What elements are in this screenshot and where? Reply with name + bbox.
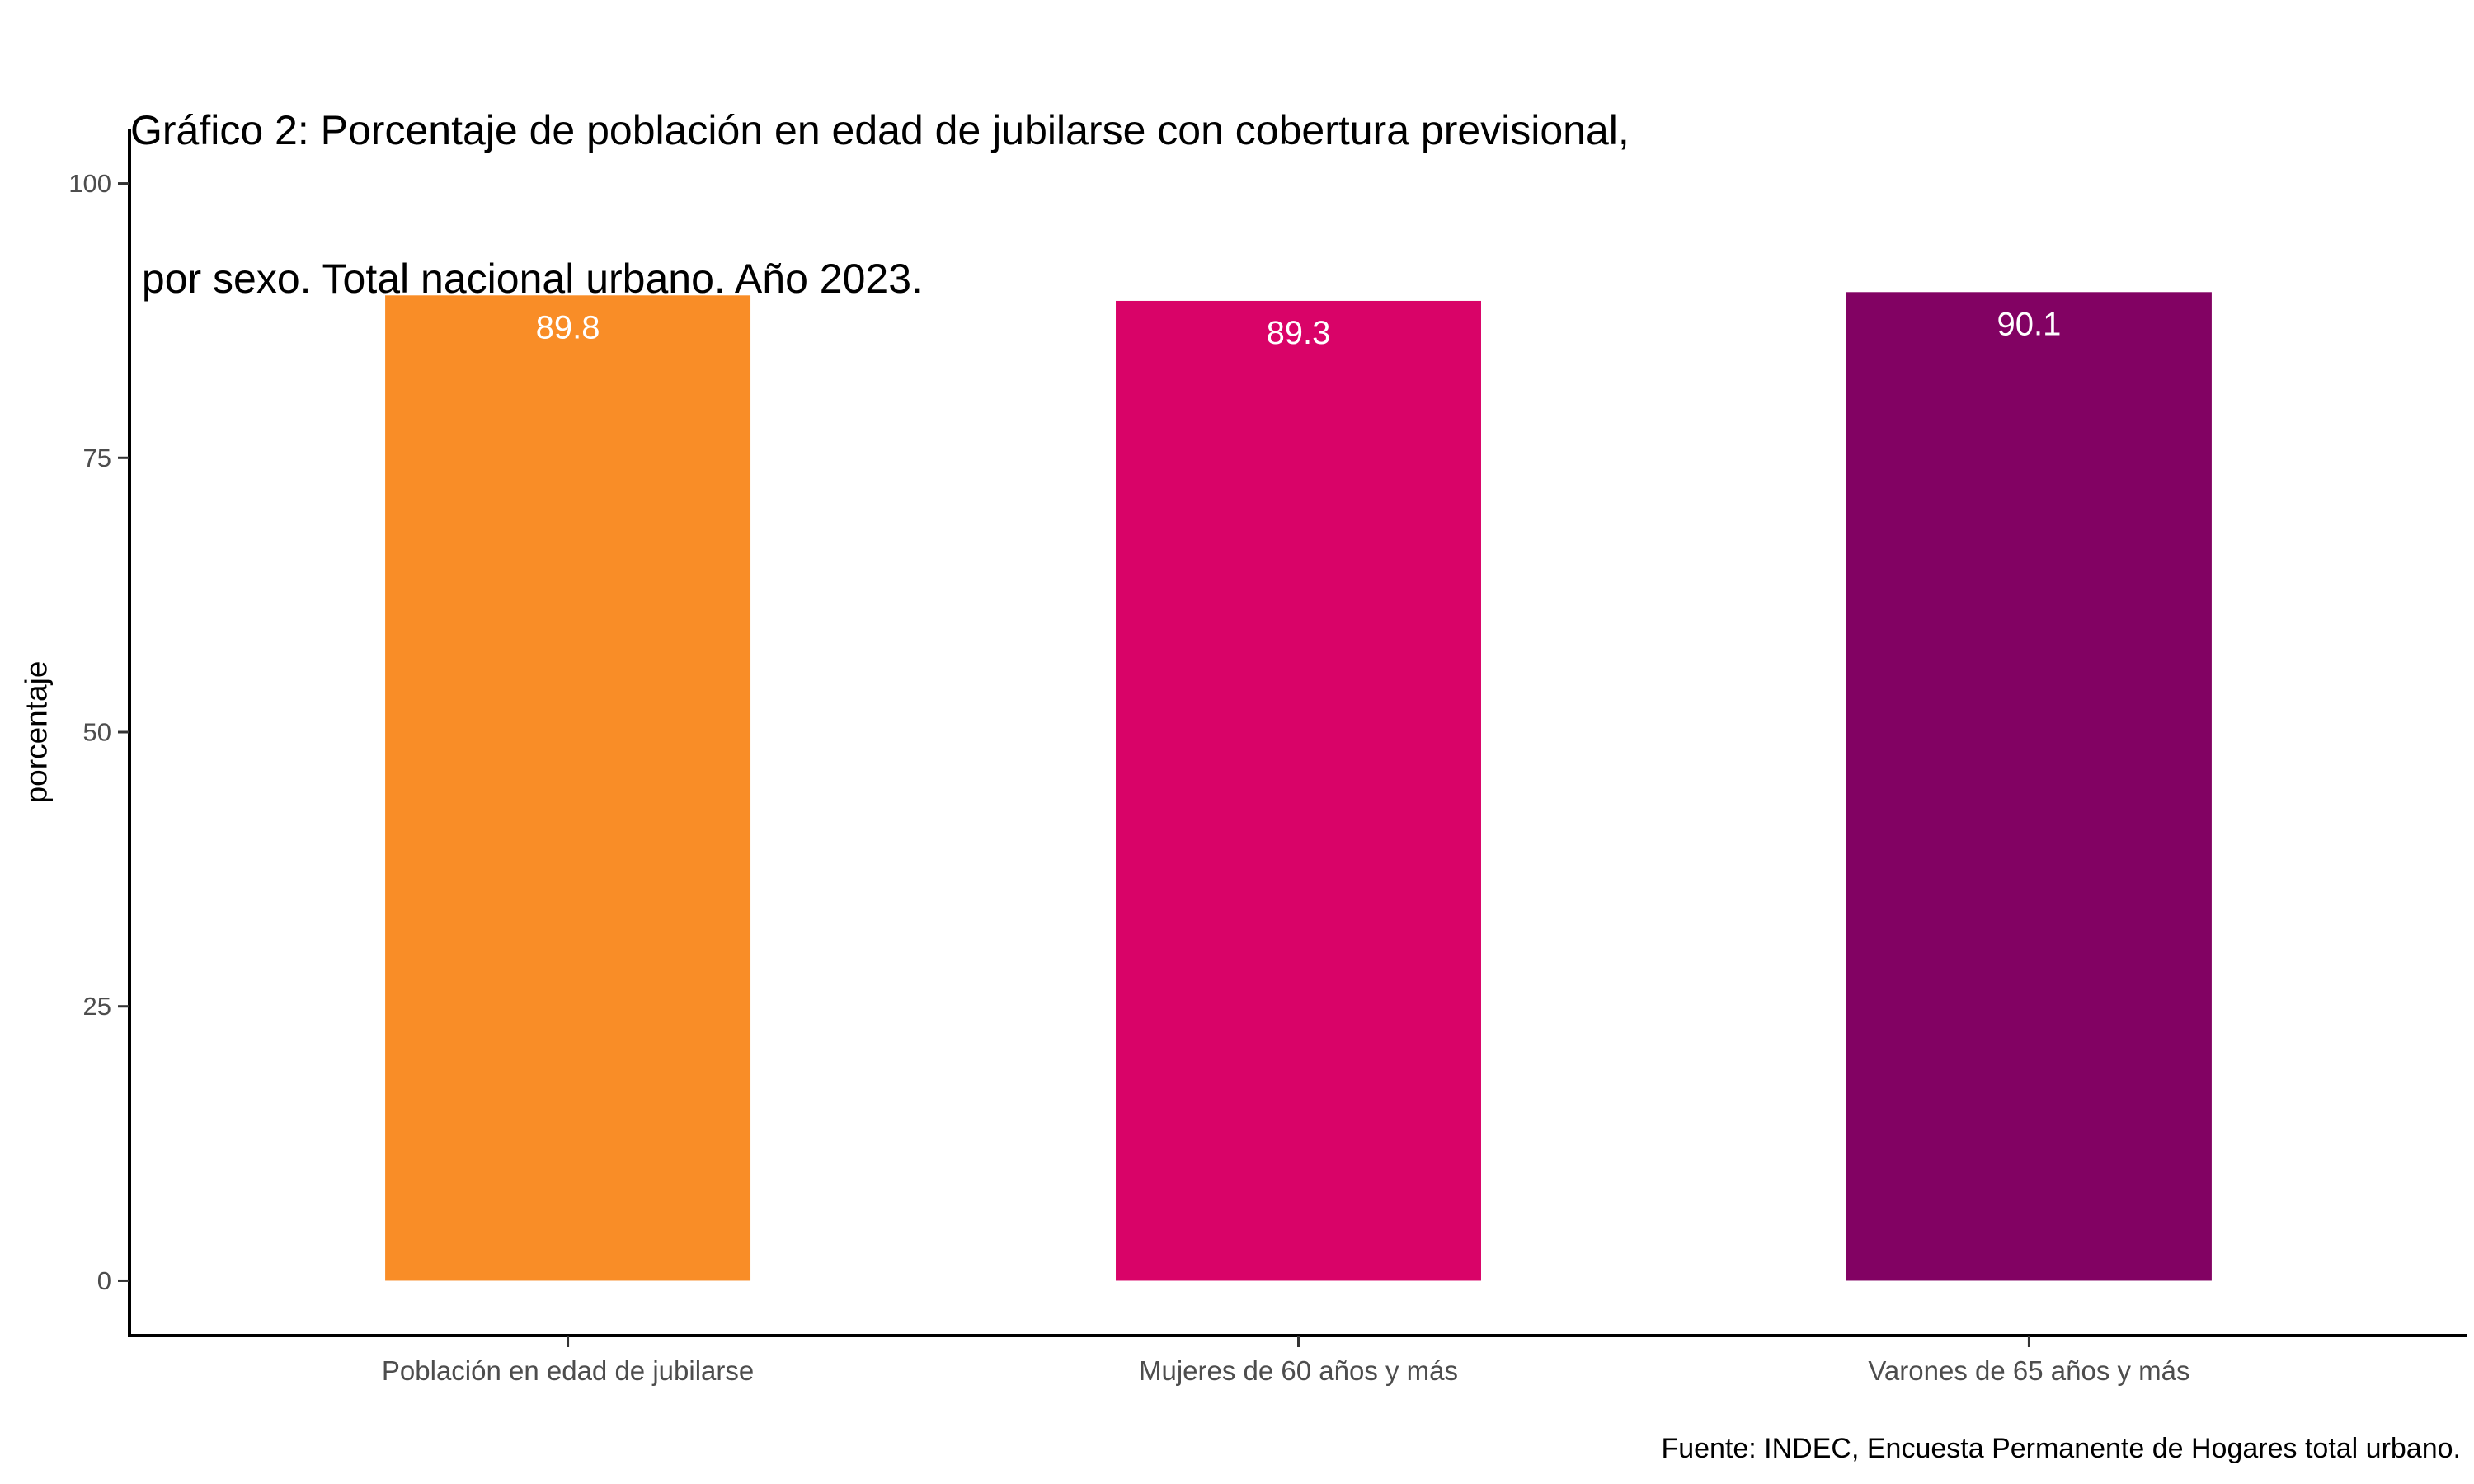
bar [385, 295, 751, 1281]
y-tick-label: 50 [83, 718, 111, 747]
bar [1846, 292, 2212, 1281]
chart-title-line-1: Gráfico 2: Porcentaje de población en ed… [130, 107, 1630, 153]
y-tick-label: 100 [68, 169, 111, 198]
chart-title: Gráfico 2: Porcentaje de población en ed… [130, 7, 1630, 353]
bar-value-label: 89.3 [1267, 315, 1331, 351]
bar-value-label: 89.8 [536, 309, 600, 345]
bar-value-label: 90.1 [1997, 306, 2062, 342]
x-tick-label: Población en edad de jubilarse [382, 1355, 754, 1386]
y-axis-title: porcentaje [20, 661, 54, 804]
y-tick-label: 25 [83, 992, 111, 1021]
source-note: Fuente: INDEC, Encuesta Permanente de Ho… [1661, 1433, 2461, 1464]
x-tick-label: Varones de 65 años y más [1868, 1355, 2189, 1386]
y-tick-label: 75 [83, 444, 111, 472]
y-tick-label: 0 [97, 1266, 111, 1295]
x-tick-label: Mujeres de 60 años y más [1139, 1355, 1458, 1386]
bar [1116, 300, 1481, 1281]
chart-title-line-2: por sexo. Total nacional urbano. Año 202… [130, 256, 923, 302]
